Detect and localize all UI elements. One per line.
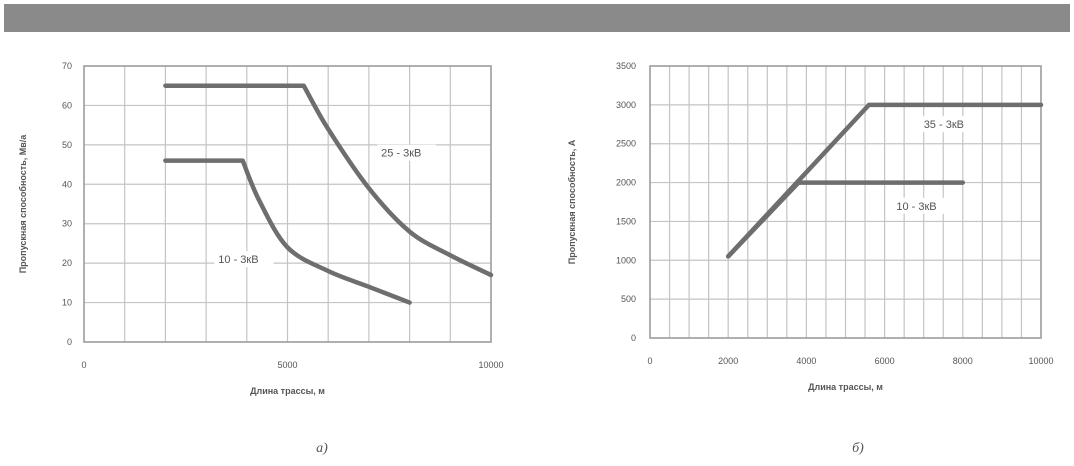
y-tick-label: 3500 bbox=[616, 61, 636, 71]
y-tick-label: 2000 bbox=[616, 178, 636, 188]
annotation-bg bbox=[377, 144, 437, 161]
y-tick-label: 500 bbox=[621, 294, 636, 304]
x-tick-label: 2000 bbox=[718, 356, 738, 366]
series-annotation-1: 25 - 3кВ bbox=[381, 148, 421, 160]
plot-area-border bbox=[649, 65, 1042, 339]
y-tick-label: 30 bbox=[62, 219, 72, 229]
x-tick-label: 4000 bbox=[796, 356, 816, 366]
x-tick-label: 8000 bbox=[953, 356, 973, 366]
y-tick-label: 3000 bbox=[616, 100, 636, 110]
annotation-bg bbox=[919, 116, 979, 133]
x-tick-label: 10000 bbox=[478, 360, 503, 370]
y-tick-label: 10 bbox=[62, 298, 72, 308]
panel-caption: б) bbox=[852, 441, 864, 456]
series-line-2 bbox=[163, 158, 412, 305]
top-band bbox=[4, 4, 1070, 32]
y-axis-label: Пропускная способность, А bbox=[567, 139, 577, 264]
y-tick-label: 60 bbox=[62, 100, 72, 110]
y-tick-label: 40 bbox=[62, 179, 72, 189]
y-axis-label: Пропускная способность, Мв/а bbox=[18, 134, 28, 274]
series-annotation-2: 10 - 3кВ bbox=[218, 254, 258, 266]
x-tick-label: 0 bbox=[647, 356, 652, 366]
plot-area-border bbox=[83, 65, 492, 343]
x-tick-label: 0 bbox=[81, 360, 86, 370]
x-tick-label: 5000 bbox=[277, 360, 297, 370]
y-tick-label: 1500 bbox=[616, 216, 636, 226]
y-tick-label: 50 bbox=[62, 140, 72, 150]
y-tick-label: 20 bbox=[62, 258, 72, 268]
series-line-1 bbox=[163, 83, 494, 278]
series-annotation-1: 35 - 3кВ bbox=[924, 119, 964, 131]
y-tick-label: 0 bbox=[631, 333, 636, 343]
series-line-2 bbox=[725, 180, 966, 259]
panel-caption: а) bbox=[316, 441, 328, 456]
y-tick-label: 1000 bbox=[616, 255, 636, 265]
x-tick-label: 6000 bbox=[875, 356, 895, 366]
y-tick-label: 70 bbox=[62, 61, 72, 71]
chart-panel-1: 0 5000 10000 0 10 20 30 40 50 60 70 Длина трассы, м… bbox=[18, 61, 504, 456]
x-axis-label: Длина трассы, м bbox=[808, 382, 883, 392]
x-tick-label: 10000 bbox=[1028, 356, 1053, 366]
x-axis-label: Длина трассы, м bbox=[250, 386, 325, 396]
y-tick-label: 0 bbox=[67, 337, 72, 347]
annotation-bg bbox=[892, 197, 952, 214]
series-annotation-2: 10 - 3кВ bbox=[896, 201, 936, 213]
annotation-bg bbox=[214, 251, 274, 268]
y-tick-label: 2500 bbox=[616, 139, 636, 149]
chart-panel-2: 0 2000 4000 6000 8000 10000 0 500 1000 1500 2000 25… bbox=[567, 61, 1054, 456]
